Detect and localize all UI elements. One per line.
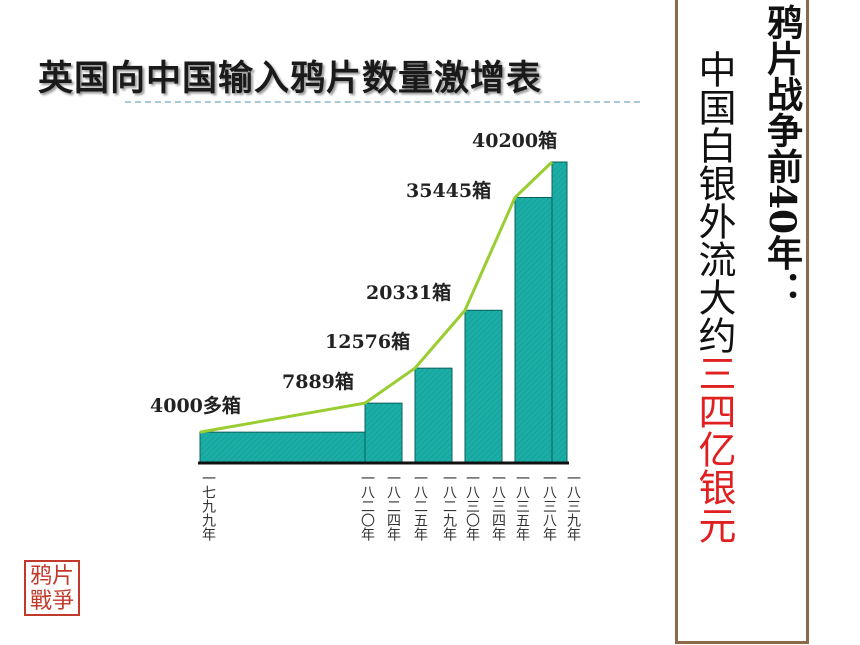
year-label: 一七九九年 [200, 471, 216, 541]
year-label: 一八三五年 [514, 471, 530, 541]
panel-highlight: 三四亿银元 [692, 354, 736, 544]
trend-line [199, 160, 554, 434]
year-label: 一八二九年 [441, 471, 457, 541]
bar-hatch [552, 162, 567, 462]
panel-heading: 鸦片战争前40年： [761, 4, 803, 307]
side-panel: 鸦片战争前40年： 中国白银外流大约三四亿银元 [675, 0, 809, 644]
title: 英国向中国输入鸦片数量激增表 [38, 59, 543, 99]
year-label: 一八二〇年 [359, 471, 375, 541]
bar-hatch [415, 368, 452, 462]
panel-body: 中国白银外流大约 [692, 50, 736, 354]
bar-hatch [200, 432, 365, 462]
value-label: 20331箱 [366, 281, 451, 304]
stamp: 鸦片戰爭 [24, 560, 80, 616]
title-rule [125, 101, 640, 103]
value-label: 12576箱 [325, 330, 410, 353]
year-label: 一八三八年 [541, 471, 557, 541]
bar-hatch [465, 310, 502, 462]
year-label: 一八二四年 [385, 471, 401, 541]
value-label: 7889箱 [282, 370, 354, 393]
value-label: 35445箱 [406, 179, 491, 202]
chart: 4000多箱 7889箱 12576箱 20331箱 35445箱 40200箱一七九九年… [150, 129, 581, 541]
value-label: 4000多箱 [150, 394, 241, 417]
bar-hatch [515, 197, 552, 462]
year-label: 一八三〇年 [464, 471, 480, 541]
year-label: 一八三九年 [565, 471, 581, 541]
year-label: 一八三四年 [490, 471, 506, 541]
value-label: 40200箱 [472, 129, 557, 152]
panel-text: 中国白银外流大约三四亿银元 [692, 50, 736, 544]
bar-hatch [365, 403, 402, 462]
year-label: 一八二五年 [412, 471, 428, 541]
